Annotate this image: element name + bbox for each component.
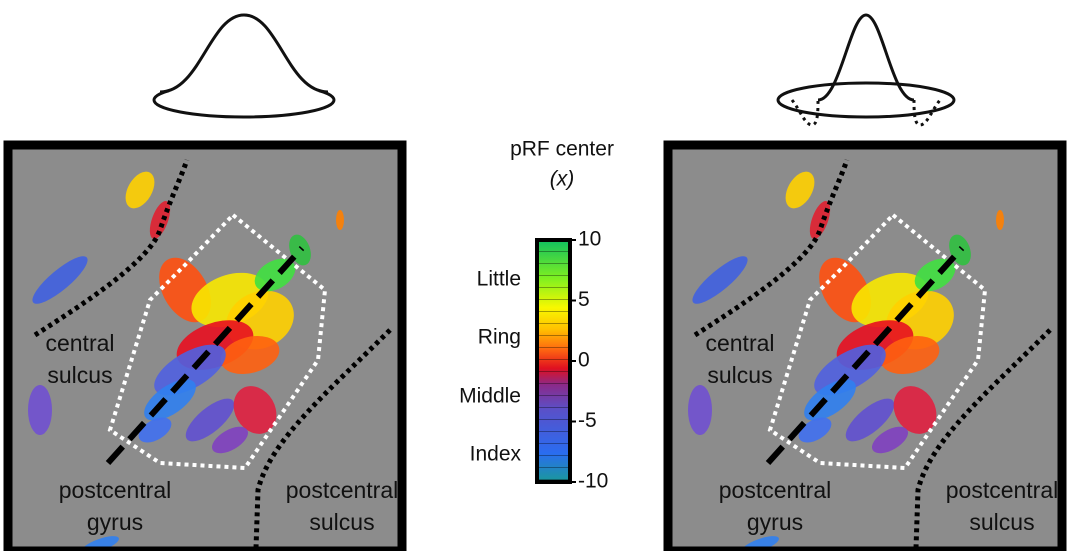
region-label: sulcus <box>309 509 374 535</box>
activation-blob <box>28 385 52 435</box>
region-label: central <box>705 330 774 356</box>
gaussian-icon <box>154 15 334 117</box>
region-label: postcentral <box>946 477 1059 503</box>
colorbar-tick-label: -5 <box>578 409 597 432</box>
finger-label: Little <box>477 268 521 291</box>
activation-blob <box>688 385 712 435</box>
figure: central sulcus postcentral gyrus postcentral… <box>0 0 1078 551</box>
region-label: postcentral <box>719 477 832 503</box>
finger-label: Middle <box>459 385 521 408</box>
colorbar-stripes <box>537 240 570 482</box>
brain-panel: central sulcus postcentral gyrus postcentral… <box>668 145 1062 551</box>
region-label: postcentral <box>286 477 399 503</box>
region-label: gyrus <box>87 509 143 535</box>
brain-panel: central sulcus postcentral gyrus postcentral… <box>8 145 402 551</box>
region-label: sulcus <box>47 362 112 388</box>
colorbar-subtitle: (x) <box>550 168 575 191</box>
colorbar-tick-label: 10 <box>578 228 601 251</box>
colorbar-tick-label: 0 <box>578 349 590 372</box>
colorbar-tick-label: 5 <box>578 288 590 311</box>
region-label: sulcus <box>707 362 772 388</box>
region-label: central <box>45 330 114 356</box>
region-label: postcentral <box>59 477 172 503</box>
finger-label: Index <box>470 443 522 466</box>
activation-blob <box>336 210 344 230</box>
colorbar-tick-label: -10 <box>578 470 608 493</box>
dog-icon <box>778 15 954 125</box>
region-label: gyrus <box>747 509 803 535</box>
finger-label: Ring <box>478 326 521 349</box>
colorbar-title: pRF center <box>510 138 614 161</box>
activation-blob <box>996 210 1004 230</box>
region-label: sulcus <box>969 509 1034 535</box>
